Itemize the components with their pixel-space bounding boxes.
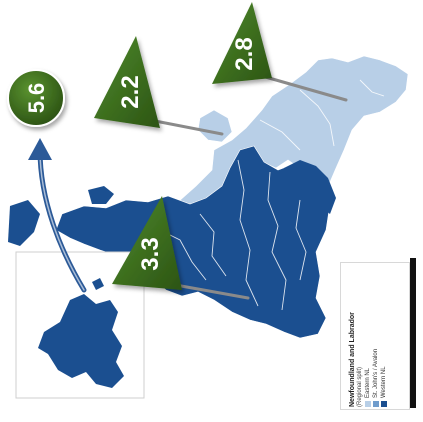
legend-swatch-western xyxy=(381,401,387,407)
callout-arrow-highlight xyxy=(39,149,85,291)
flag-north: 2.8 xyxy=(212,2,272,84)
inset-map xyxy=(38,294,124,388)
legend-content: Newfoundland and Labrador (Regional spli… xyxy=(349,267,409,407)
legend-accent-bar xyxy=(410,258,416,408)
flag-north-value: 2.8 xyxy=(231,37,258,70)
flag-south: 3.3 xyxy=(112,196,182,290)
legend-title: Newfoundland and Labrador xyxy=(349,312,356,407)
pin-mid xyxy=(148,118,224,136)
map-legend: Newfoundland and Labrador (Regional spli… xyxy=(340,258,416,410)
legend-item: Eastern NL xyxy=(365,267,371,407)
pin-north xyxy=(260,74,348,102)
region-western-east-arm xyxy=(284,160,336,214)
legend-item-label: Western NL xyxy=(381,366,387,398)
circle-marker: 5.6 xyxy=(7,69,65,127)
flag-south-value: 3.3 xyxy=(137,237,164,270)
callout-arrowhead xyxy=(28,138,52,160)
rivers xyxy=(159,79,385,311)
legend-swatch-eastern xyxy=(365,401,371,407)
legend-item-label: Eastern NL xyxy=(365,367,371,398)
region-western-island xyxy=(88,186,114,204)
legend-item: Western NL xyxy=(381,267,387,407)
flag-mid-value: 2.2 xyxy=(117,75,144,108)
region-western-coast xyxy=(8,200,40,246)
legend-item-label: St. John's / Avalon xyxy=(373,348,379,398)
legend-swatch-avalon xyxy=(373,401,379,407)
legend-subtitle: (Regional split) xyxy=(357,366,363,407)
inset-map-islet xyxy=(92,278,104,290)
pin-south xyxy=(168,282,250,300)
legend-box: Newfoundland and Labrador (Regional spli… xyxy=(340,262,410,410)
legend-item: St. John's / Avalon xyxy=(373,267,379,407)
flag-mid: 2.2 xyxy=(94,36,160,128)
region-eastern-lake xyxy=(197,109,233,143)
circle-marker-value: 5.6 xyxy=(24,83,49,114)
